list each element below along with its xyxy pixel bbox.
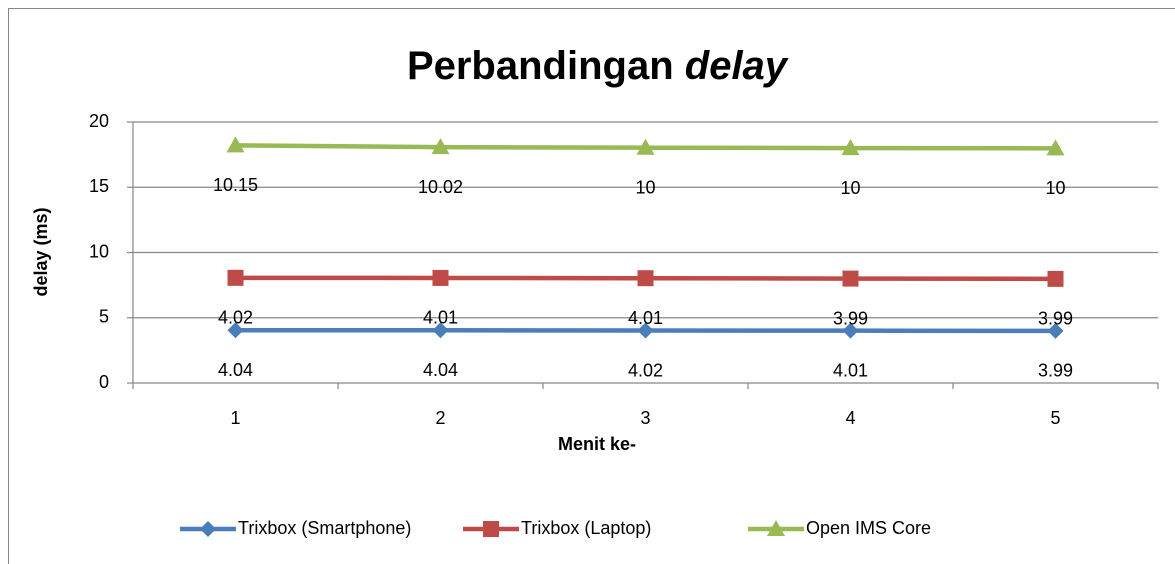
data-label: 3.99 — [1038, 309, 1073, 329]
y-tick-label: 5 — [99, 307, 109, 327]
marker — [842, 322, 859, 339]
marker — [432, 269, 449, 286]
data-label: 10 — [635, 177, 655, 197]
data-label: 10 — [1045, 178, 1065, 198]
y-axis-label: delay (ms) — [31, 207, 51, 296]
data-label: 10 — [840, 178, 860, 198]
legend-label: Open IMS Core — [806, 518, 931, 538]
data-label: 3.99 — [1038, 361, 1073, 381]
marker — [842, 270, 859, 287]
marker — [432, 322, 449, 339]
y-tick-label: 0 — [99, 372, 109, 392]
y-tick-label: 15 — [89, 176, 109, 196]
x-tick-label: 2 — [435, 408, 445, 428]
marker — [1046, 139, 1065, 156]
legend-label: Trixbox (Smartphone) — [238, 518, 411, 538]
marker — [483, 521, 499, 537]
marker — [227, 269, 244, 286]
data-label: 4.01 — [423, 308, 458, 328]
marker — [431, 138, 450, 155]
chart-border — [8, 8, 1175, 564]
data-label: 4.04 — [218, 360, 253, 380]
marker — [841, 139, 860, 156]
data-label: 4.01 — [833, 360, 868, 380]
x-tick-label: 1 — [230, 408, 240, 428]
chart-title: Perbandingan delay — [407, 44, 789, 88]
title-emphasis: delay — [685, 44, 789, 88]
marker — [226, 136, 245, 153]
x-axis-label: Menit ke- — [558, 434, 636, 454]
marker — [636, 138, 655, 155]
marker — [637, 322, 654, 339]
marker — [1047, 322, 1064, 339]
data-label: 4.04 — [423, 360, 458, 380]
marker — [227, 322, 244, 339]
legend-label: Trixbox (Laptop) — [521, 518, 651, 538]
data-label: 3.99 — [833, 308, 868, 328]
x-tick-label: 3 — [640, 408, 650, 428]
marker — [767, 520, 785, 536]
x-tick-label: 4 — [845, 408, 855, 428]
title-main: Perbandingan — [407, 44, 674, 88]
marker — [1047, 270, 1064, 287]
marker — [637, 270, 654, 287]
data-label: 4.01 — [628, 308, 663, 328]
data-label: 10.15 — [213, 175, 258, 195]
x-tick-label: 5 — [1050, 408, 1060, 428]
data-label: 4.02 — [218, 308, 253, 328]
data-label: 10.02 — [418, 177, 463, 197]
data-label: 4.02 — [628, 360, 663, 380]
y-tick-label: 20 — [89, 111, 109, 131]
y-tick-label: 10 — [89, 241, 109, 261]
marker — [200, 521, 216, 537]
